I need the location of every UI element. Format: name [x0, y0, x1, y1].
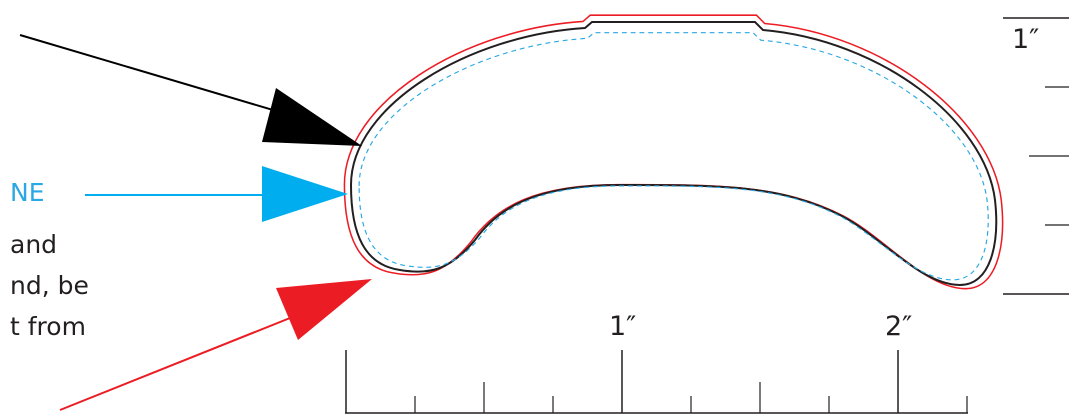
bleed-line: [343, 14, 1004, 290]
cut-line: [350, 21, 998, 286]
note-text-line: and: [10, 230, 58, 259]
vertical-ruler: [1003, 17, 1069, 295]
black-arrow-head: [262, 88, 362, 146]
ruler-label-2-inch: 2″: [885, 311, 913, 342]
red-arrow-head: [276, 279, 372, 340]
red-arrow-shaft: [59, 311, 306, 411]
ruler-label-1-inch: 1″: [609, 311, 637, 342]
blue-arrow-head: [262, 166, 348, 222]
note-text-line: nd, be: [10, 271, 89, 300]
safe-line: [358, 32, 989, 281]
safe-line-label: NE: [10, 178, 45, 207]
note-text-line: t from: [10, 312, 86, 341]
black-arrow-shaft: [19, 34, 301, 119]
vertical-ruler-label-1-inch: 1″: [1012, 24, 1040, 55]
horizontal-ruler: [345, 350, 968, 414]
